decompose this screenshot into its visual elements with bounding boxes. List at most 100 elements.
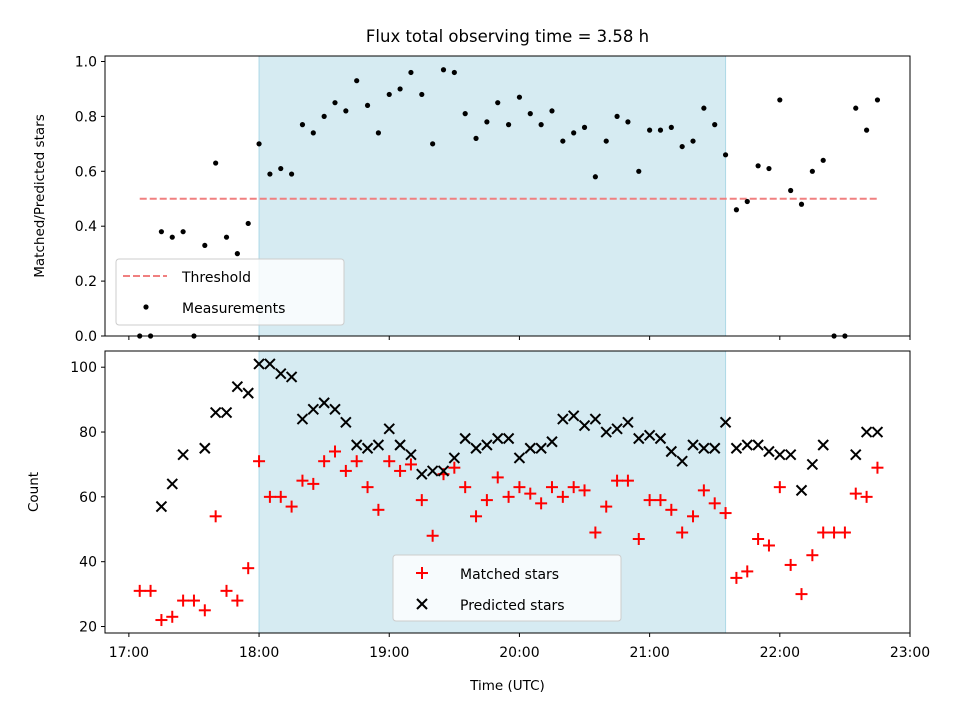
matched-star-point (329, 445, 341, 458)
matched-star-point (697, 484, 710, 497)
top-x-ticks (128, 336, 911, 340)
predicted-star-point (763, 445, 775, 458)
predicted-star-point (307, 403, 320, 416)
predicted-star-point (448, 452, 461, 464)
matched-star-point (383, 455, 396, 468)
matched-star-point (817, 526, 830, 539)
matched-star-point (838, 526, 851, 539)
predicted-star-point (459, 432, 471, 445)
matched-star-point (253, 455, 266, 468)
measurement-point (375, 130, 381, 136)
x-tick-label: 20:00 (499, 645, 539, 661)
top-y-axis-label: Matched/Predicted stars (32, 114, 48, 277)
measurement-point (278, 165, 284, 172)
predicted-star-point (741, 439, 753, 451)
measurement-point (625, 119, 631, 125)
predicted-star-point (242, 387, 254, 399)
measurement-point (451, 69, 457, 76)
predicted-star-point (709, 442, 721, 454)
predicted-star-point (350, 439, 363, 451)
matched-star-point (318, 455, 331, 468)
x-tick-label: 17:00 (109, 645, 149, 661)
predicted-star-point (405, 449, 417, 461)
measurement-point (614, 113, 620, 119)
predicted-star-point (383, 423, 395, 435)
predicted-star-point (654, 432, 667, 445)
predicted-star-point (199, 442, 211, 454)
predicted-star-point (795, 484, 808, 497)
predicted-star-point (622, 416, 634, 429)
matched-star-point (231, 594, 244, 607)
predicted-star-point (209, 406, 222, 419)
bottom-y-tick-label: 60 (79, 490, 97, 506)
measurement-point (853, 105, 859, 111)
predicted-star-point (253, 358, 265, 370)
predicted-star-point (426, 465, 439, 477)
legend-matched-swatch (416, 567, 428, 579)
matched-star-point (415, 494, 428, 507)
matched-star-point (133, 584, 146, 597)
chart-title: Flux total observing time = 3.58 h (366, 27, 649, 46)
predicted-star-point (220, 406, 233, 419)
measurement-point (527, 111, 533, 117)
matched-star-point (828, 526, 841, 539)
measurement-point (354, 78, 360, 84)
bottom-y-ticks: 20 40 60 80 100 (70, 360, 105, 636)
measurement-point (690, 138, 696, 144)
matched-star-point (285, 500, 298, 513)
bottom-y-tick-label: 20 (79, 620, 97, 636)
matched-star-point (155, 614, 168, 627)
top-y-tick-label: 0.6 (75, 164, 97, 180)
bottom-y-axis-label: Count (26, 472, 42, 512)
matched-star-point (578, 484, 591, 497)
measurement-point (386, 91, 392, 98)
predicted-star-point (589, 413, 602, 425)
measurement-point (820, 157, 826, 163)
predicted-star-point (318, 397, 330, 409)
measurement-point (766, 165, 772, 172)
predicted-star-point (860, 426, 873, 438)
measurement-point (343, 108, 349, 114)
bottom-axes-frame (104, 350, 911, 634)
measurement-point (636, 168, 642, 174)
measurement-point (733, 207, 740, 213)
matched-star-point (708, 497, 721, 510)
measurement-point (798, 201, 805, 207)
bottom-x-ticks: 17:00 18:00 19:00 20:00 21:00 22:00 23:00 (109, 633, 930, 661)
measurement-point (267, 171, 273, 177)
matched-star-point (730, 571, 743, 584)
predicted-star-point (416, 468, 428, 480)
measurement-point (202, 242, 208, 249)
predicted-star-point (633, 432, 645, 445)
matched-star-point (687, 510, 700, 523)
matched-star-point (242, 562, 255, 575)
matched-star-point (350, 455, 363, 468)
matched-star-point (220, 584, 233, 597)
measurement-point (484, 119, 490, 125)
measurement-point (679, 143, 685, 150)
predicted-star-point (676, 455, 688, 467)
matched-star-point (166, 610, 179, 623)
predicted-star-point (513, 452, 526, 464)
matched-star-point (676, 526, 689, 539)
measurement-point (560, 138, 566, 144)
x-tick-label: 19:00 (369, 645, 409, 661)
measurement-point (755, 163, 761, 169)
matched-star-point (719, 507, 732, 520)
matched-star-point (654, 494, 667, 507)
measurement-point (722, 152, 729, 158)
predicted-star-point (600, 426, 612, 438)
matched-star-point (762, 539, 775, 552)
measurement-point (809, 168, 815, 174)
legend-matched-label: Matched stars (460, 567, 559, 583)
matched-star-point (470, 510, 483, 523)
predicted-star-point (567, 410, 580, 422)
predicted-star-point (470, 442, 482, 454)
matched-star-point (448, 461, 461, 474)
measurement-point (495, 100, 501, 106)
measurement-point (603, 138, 609, 144)
legend-predicted-swatch (416, 598, 428, 610)
measurement-point (647, 127, 653, 133)
measurement-point (473, 135, 479, 141)
